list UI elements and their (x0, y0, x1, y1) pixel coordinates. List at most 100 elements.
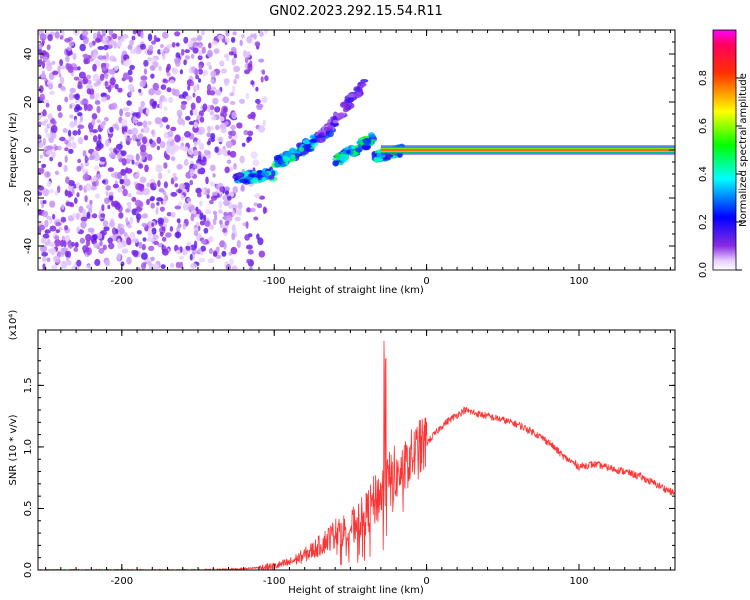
noise-cell (227, 150, 231, 156)
noise-cell (168, 96, 174, 104)
noise-cell (255, 86, 259, 92)
noise-cell (67, 46, 73, 51)
noise-cell (151, 222, 155, 227)
noise-cell (82, 150, 87, 157)
noise-cell (57, 112, 63, 119)
noise-cell (42, 137, 46, 146)
noise-cell (94, 258, 101, 267)
noise-cell (38, 121, 42, 126)
noise-cell (190, 263, 198, 269)
noise-cell (163, 106, 168, 112)
noise-cell (172, 144, 180, 152)
noise-cell (193, 121, 198, 129)
noise-cell (146, 198, 150, 206)
noise-cell (76, 192, 80, 198)
noise-cell (179, 69, 183, 75)
noise-cell (156, 136, 162, 144)
noise-cell (44, 229, 51, 234)
signal-cell (282, 155, 289, 163)
noise-cell (150, 256, 155, 262)
noise-cell (190, 80, 195, 87)
noise-cell (117, 152, 121, 159)
noise-cell (127, 84, 134, 91)
noise-cell (89, 124, 93, 133)
noise-cell (233, 162, 237, 170)
noise-cell (170, 262, 175, 268)
noise-cell (57, 185, 61, 194)
noise-cell (60, 85, 66, 91)
noise-cell (253, 216, 259, 221)
noise-cell (213, 250, 218, 257)
noise-cell (163, 46, 170, 54)
noise-cell (232, 31, 237, 36)
noise-cell (86, 264, 92, 269)
noise-cell (244, 57, 249, 64)
noise-cell (79, 237, 86, 244)
noise-cell (135, 267, 141, 270)
noise-cell (111, 227, 117, 235)
noise-cell (144, 68, 147, 75)
noise-cell (74, 197, 78, 205)
noise-cell (159, 206, 165, 212)
noise-cell (58, 73, 62, 78)
x-tick-label: 100 (569, 576, 588, 587)
noise-cell (231, 204, 238, 211)
signal-cell (332, 119, 339, 124)
noise-cell (57, 145, 62, 151)
noise-cell (125, 217, 129, 224)
noise-cell (71, 141, 77, 150)
noise-cell (64, 155, 68, 163)
noise-cell (108, 151, 116, 159)
noise-cell (156, 201, 160, 206)
signal-cell (279, 163, 287, 167)
noise-cell (77, 112, 83, 117)
noise-cell (112, 183, 119, 189)
noise-cell (132, 112, 139, 117)
noise-cell (224, 78, 230, 87)
y-tick-label: 0 (23, 147, 34, 153)
noise-cell (82, 245, 89, 253)
noise-cell (107, 237, 113, 244)
noise-cell (69, 87, 76, 94)
noise-cell (64, 234, 70, 243)
noise-cell (201, 30, 205, 36)
noise-cell (81, 98, 89, 106)
noise-cell (46, 44, 51, 51)
noise-cell (66, 51, 72, 57)
noise-cell (122, 188, 128, 197)
noise-cell (246, 207, 251, 213)
noise-cell (72, 213, 77, 218)
noise-cell (215, 89, 222, 96)
noise-cell (107, 85, 112, 93)
noise-cell (40, 237, 47, 244)
noise-cell (167, 130, 174, 137)
noise-cell (79, 114, 83, 123)
noise-cell (85, 204, 93, 210)
noise-cell (89, 57, 94, 62)
noise-cell (163, 181, 168, 189)
noise-cell (196, 35, 203, 41)
noise-cell (50, 125, 58, 133)
noise-cell (210, 133, 216, 140)
noise-cell (146, 237, 154, 242)
noise-cell (197, 247, 202, 254)
noise-cell (206, 140, 211, 146)
noise-cell (90, 185, 98, 191)
noise-cell (77, 137, 84, 145)
noise-cell (139, 158, 143, 165)
noise-cell (262, 206, 267, 215)
noise-cell (209, 110, 215, 116)
noise-cell (246, 35, 253, 44)
noise-cell (166, 63, 171, 71)
noise-cell (132, 30, 137, 35)
noise-cell (125, 208, 130, 213)
noise-cell (264, 75, 269, 82)
noise-cell (162, 78, 167, 83)
noise-cell (54, 190, 58, 196)
noise-cell (177, 223, 182, 228)
noise-cell (206, 188, 210, 195)
noise-cell (183, 158, 189, 167)
noise-cell (230, 46, 237, 53)
noise-cell (117, 87, 123, 93)
noise-cell (183, 36, 189, 44)
